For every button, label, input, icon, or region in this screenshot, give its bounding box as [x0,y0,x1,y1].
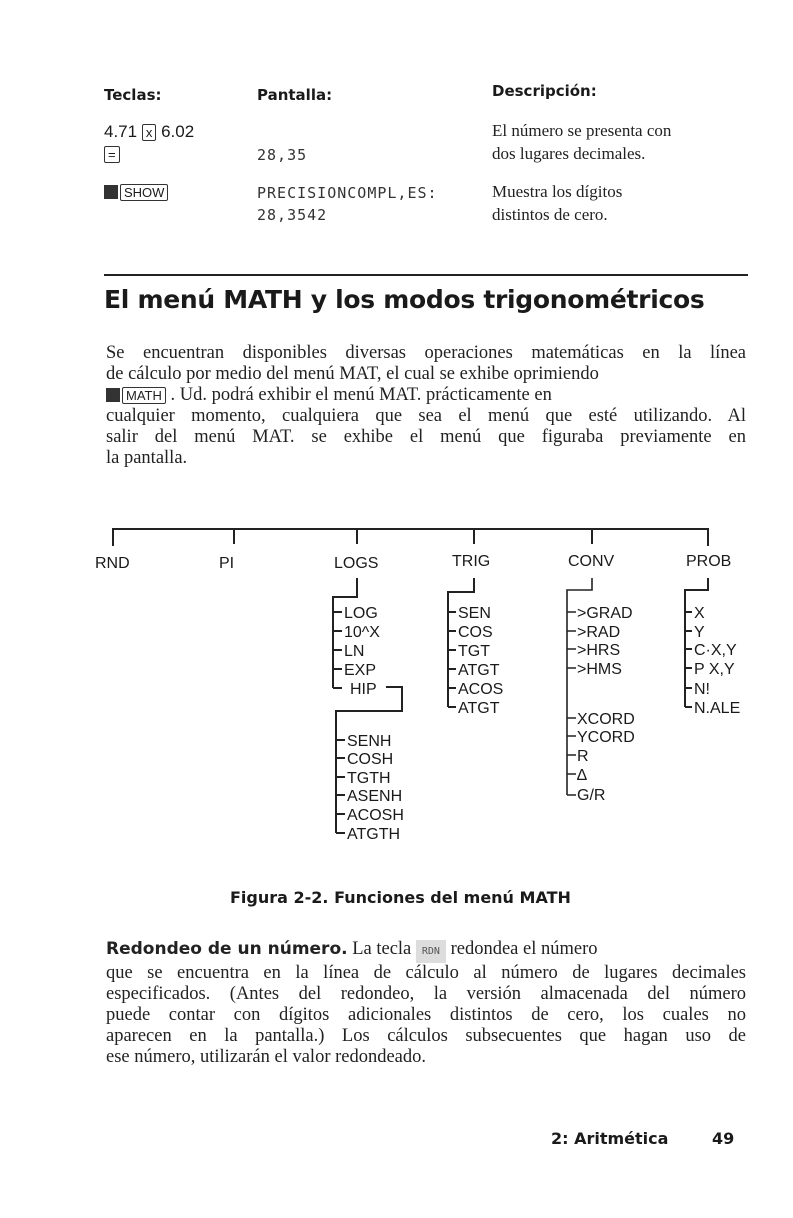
prob-item: N! [694,681,710,698]
shift-key-icon [106,388,120,402]
header-keys: Teclas: [104,86,162,104]
conv-item: G/R [577,787,605,804]
trig-item: TGT [458,643,490,660]
conv-items: >GRAD >RAD >HRS >HMS XCORD YCORD R ∆ G/R [577,605,635,804]
tree-lines [112,528,709,834]
trig-item: ATGT [458,700,500,717]
menu-logs: LOGS [334,555,378,572]
paragraph-line: Redondeo de un número. La tecla RDN redo… [106,939,746,963]
hip-item: ASENH [347,788,402,805]
math-menu-tree-diagram: RND PI LOGS TRIG CONV PROB LOG 10^X LN E… [95,528,740,843]
menu-rnd: RND [95,555,130,572]
hip-item: ATGTH [347,826,400,843]
paragraph-line: cualquier momento, cualquiera que sea el… [106,406,746,426]
paragraph-line: especificados. (Antes del redondeo, la v… [106,984,746,1004]
conv-item: R [577,748,589,765]
paragraph-line: Se encuentran disponibles diversas opera… [106,343,746,363]
conv-item: >RAD [577,624,620,641]
conv-item: >HMS [577,661,622,678]
paragraph-line: puede contar con dígitos adicionales dis… [106,1005,746,1025]
menu-trig: TRIG [452,553,490,570]
logs-item: LN [344,643,364,660]
hip-item: COSH [347,751,393,768]
header-display: Pantalla: [257,86,333,104]
conv-item: XCORD [577,711,635,728]
section-title: El menú MATH y los modos trigonométricos [104,285,705,314]
section-divider [104,274,748,276]
logs-item: 10^X [344,624,380,641]
conv-item: >HRS [577,642,620,659]
rounding-heading: Redondeo de un número. [106,939,348,959]
paragraph-line: de cálculo por medio del menú MAT, el cu… [106,364,599,384]
trig-items: SEN COS TGT ATGT ACOS ATGT [458,605,503,717]
math-key: MATH [122,387,166,404]
menu-conv: CONV [568,553,615,570]
description-row-1-line-1: El número se presenta con [492,121,672,140]
prob-item: P X,Y [694,661,735,678]
paragraph-line: que se encuentra en la línea de cálculo … [106,963,746,983]
description-row-2-line-1: Muestra los dígitos [492,182,623,201]
conv-item: YCORD [577,729,635,746]
keys-row-1: 4.71 x 6.02 [104,122,194,142]
top-level-labels: RND PI LOGS TRIG CONV PROB [95,553,731,572]
menu-pi: PI [219,555,234,572]
prob-item: N.ALE [694,700,740,717]
rounding-paragraph: Redondeo de un número. La tecla RDN redo… [106,939,746,1068]
logs-item: LOG [344,605,378,622]
prob-item: C·X,Y [694,642,737,659]
conv-item: ∆ [577,767,587,784]
rdn-key: RDN [415,940,446,963]
chapter-label: 2: Aritmética [551,1129,669,1148]
number-text: 4.71 [104,122,138,141]
prob-items: X Y C·X,Y P X,Y N! N.ALE [694,605,740,717]
paragraph-line: la pantalla. [106,448,188,468]
shift-key-icon [104,185,118,199]
equals-key: = [104,146,120,163]
header-description: Descripción: [492,82,597,100]
description-row-2-line-2: distintos de cero. [492,205,608,224]
prob-item: X [694,605,705,622]
conv-item: >GRAD [577,605,633,622]
hip-item: SENH [347,733,391,750]
description-row-1-line-2: dos lugares decimales. [492,144,646,163]
hip-items: SENH COSH TGTH ASENH ACOSH ATGTH [347,733,404,843]
logs-item: EXP [344,662,376,679]
number-text: 6.02 [161,122,195,141]
trig-item: ATGT [458,662,500,679]
display-row-2-line-1: PRECISIONCOMPL,ES: [257,184,438,202]
hip-item: ACOSH [347,807,404,824]
trig-item: SEN [458,605,491,622]
paragraph-line: ese número, utilizarán el valor redondea… [106,1047,427,1067]
prob-item: Y [694,624,705,641]
page-number: 49 [712,1129,735,1148]
display-row-1: 28,35 [257,146,308,164]
show-key: SHOW [120,184,169,201]
figure-caption: Figura 2-2. Funciones del menú MATH [230,888,571,907]
multiply-key: x [141,124,157,141]
section-paragraph: Se encuentran disponibles diversas opera… [106,343,746,469]
menu-prob: PROB [686,553,731,570]
hip-item: TGTH [347,770,391,787]
paragraph-line: MATH . Ud. podrá exhibir el menú MAT. pr… [106,385,746,406]
paragraph-line: salir del menú MAT. se exhibe el menú qu… [106,427,746,447]
logs-items: LOG 10^X LN EXP HIP [344,605,380,698]
trig-item: COS [458,624,493,641]
trig-item: ACOS [458,681,503,698]
display-row-2-line-2: 28,3542 [257,206,328,224]
paragraph-line: aparecen en la pantalla.) Los cálculos s… [106,1026,746,1046]
logs-item: HIP [350,681,377,698]
keys-row-2: SHOW [104,182,169,202]
